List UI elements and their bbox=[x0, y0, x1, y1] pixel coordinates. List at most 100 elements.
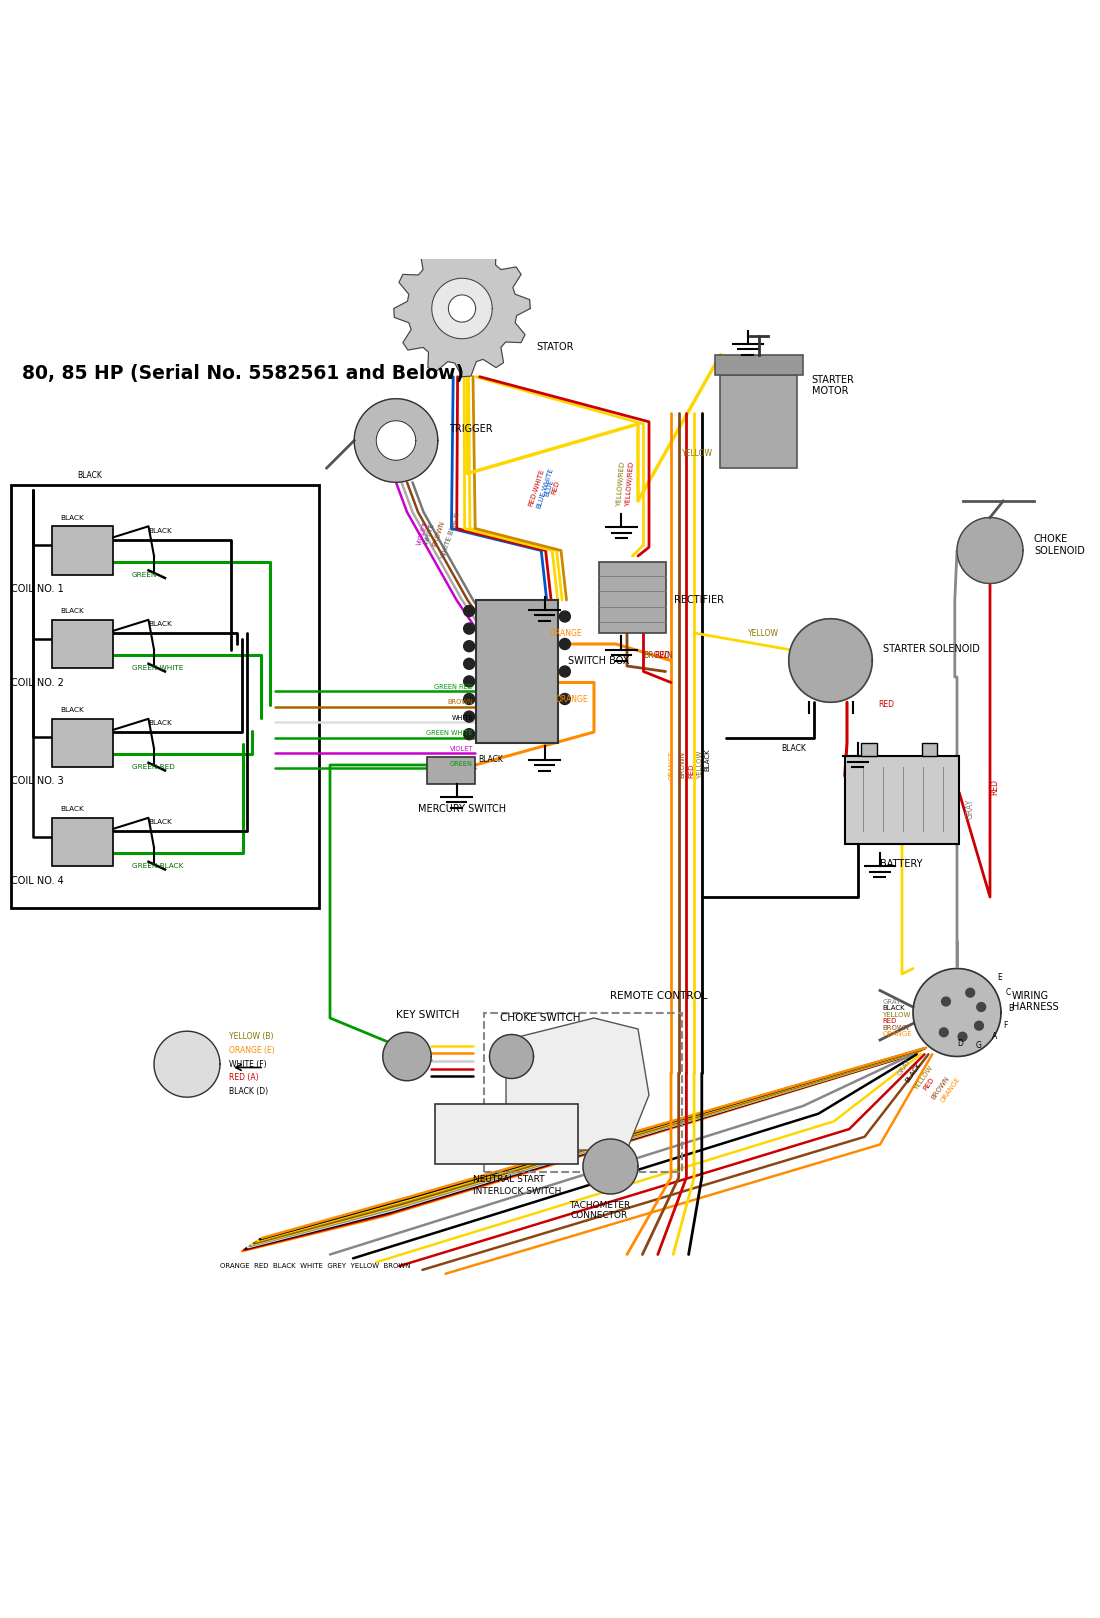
Bar bbox=[427, 757, 475, 783]
Circle shape bbox=[464, 641, 475, 652]
Text: WHITE: WHITE bbox=[424, 523, 437, 545]
Text: WIRING
HARNESS: WIRING HARNESS bbox=[1012, 990, 1058, 1013]
Circle shape bbox=[939, 1027, 948, 1037]
Text: YELLOW/RED: YELLOW/RED bbox=[616, 461, 626, 506]
Text: BLACK: BLACK bbox=[60, 608, 85, 613]
Text: RED: RED bbox=[922, 1076, 935, 1092]
Circle shape bbox=[464, 623, 475, 634]
Text: YELLOW: YELLOW bbox=[697, 751, 703, 780]
Text: BLACK: BLACK bbox=[60, 707, 85, 714]
Text: BLACK: BLACK bbox=[704, 748, 710, 770]
Bar bbox=[52, 620, 113, 668]
Text: GREEN BLACK: GREEN BLACK bbox=[132, 862, 184, 869]
Bar bbox=[11, 484, 319, 908]
Text: ORANGE: ORANGE bbox=[669, 751, 674, 780]
Circle shape bbox=[559, 667, 570, 676]
Circle shape bbox=[975, 1021, 983, 1031]
Text: BLACK: BLACK bbox=[148, 819, 173, 825]
Bar bbox=[922, 743, 937, 756]
Text: STARTER
MOTOR: STARTER MOTOR bbox=[812, 375, 855, 396]
Text: ORANGE: ORANGE bbox=[882, 1032, 912, 1037]
Text: BLACK: BLACK bbox=[781, 744, 806, 752]
Text: BROWN: BROWN bbox=[680, 751, 685, 778]
Text: REMOTE CONTROL: REMOTE CONTROL bbox=[610, 990, 708, 1002]
Polygon shape bbox=[432, 278, 493, 338]
Text: YELLOW (B): YELLOW (B) bbox=[229, 1032, 273, 1042]
Polygon shape bbox=[583, 1139, 638, 1194]
Text: BLACK: BLACK bbox=[882, 1005, 905, 1011]
Text: ORANGE: ORANGE bbox=[550, 628, 583, 637]
Text: CHOKE
SOLENOID: CHOKE SOLENOID bbox=[1034, 534, 1085, 557]
Circle shape bbox=[942, 997, 950, 1006]
Circle shape bbox=[464, 659, 475, 670]
Text: ORANGE (E): ORANGE (E) bbox=[229, 1047, 275, 1055]
Circle shape bbox=[464, 605, 475, 616]
Text: COIL NO. 3: COIL NO. 3 bbox=[11, 777, 64, 786]
Text: GREEN WHITE: GREEN WHITE bbox=[132, 665, 184, 671]
Text: RED: RED bbox=[654, 650, 671, 660]
Bar bbox=[434, 1103, 578, 1165]
Polygon shape bbox=[957, 518, 1023, 584]
Text: BLACK: BLACK bbox=[60, 806, 85, 812]
Bar bbox=[861, 743, 877, 756]
Bar bbox=[52, 526, 113, 574]
Text: RED-WHITE: RED-WHITE bbox=[528, 468, 546, 508]
Text: WHITE BLACK: WHITE BLACK bbox=[440, 513, 461, 560]
Bar bbox=[600, 561, 666, 633]
Text: TRIGGER: TRIGGER bbox=[449, 424, 493, 435]
Text: BLACK: BLACK bbox=[478, 756, 504, 764]
Text: RECTIFIER: RECTIFIER bbox=[674, 595, 724, 605]
Text: D: D bbox=[957, 1039, 962, 1048]
Text: RED (A): RED (A) bbox=[229, 1073, 258, 1082]
Text: RED: RED bbox=[551, 481, 561, 495]
Text: ORANGE: ORANGE bbox=[556, 694, 588, 704]
Text: BROWN: BROWN bbox=[882, 1024, 910, 1031]
Text: RED: RED bbox=[689, 764, 694, 778]
Text: GRAY: GRAY bbox=[896, 1058, 912, 1076]
Text: MERCURY SWITCH: MERCURY SWITCH bbox=[418, 804, 506, 814]
Text: BLACK: BLACK bbox=[148, 621, 173, 628]
Text: RED: RED bbox=[990, 778, 999, 794]
Circle shape bbox=[966, 989, 975, 997]
Text: GREEN RED: GREEN RED bbox=[132, 764, 175, 770]
Text: F: F bbox=[1003, 1021, 1008, 1031]
Bar bbox=[475, 600, 558, 743]
Polygon shape bbox=[490, 1034, 534, 1079]
Text: RED: RED bbox=[882, 1018, 896, 1024]
Text: BLUE-WHITE: BLUE-WHITE bbox=[536, 466, 554, 510]
Text: VIOLET: VIOLET bbox=[450, 746, 473, 751]
Text: RED: RED bbox=[878, 701, 894, 709]
Polygon shape bbox=[506, 1018, 649, 1150]
Text: YELLOW: YELLOW bbox=[682, 450, 713, 458]
Bar bbox=[52, 718, 113, 767]
Circle shape bbox=[559, 694, 570, 704]
Polygon shape bbox=[449, 294, 475, 322]
Circle shape bbox=[464, 710, 475, 722]
Bar bbox=[845, 756, 959, 845]
Circle shape bbox=[977, 1003, 986, 1011]
Text: STATOR: STATOR bbox=[537, 341, 574, 353]
Text: COIL NO. 1: COIL NO. 1 bbox=[11, 584, 64, 594]
Circle shape bbox=[464, 676, 475, 688]
Circle shape bbox=[958, 1032, 967, 1040]
Polygon shape bbox=[789, 618, 872, 702]
Text: WHITE (F): WHITE (F) bbox=[229, 1060, 266, 1069]
Text: GRAY: GRAY bbox=[882, 998, 901, 1005]
Text: 80, 85 HP (Serial No. 5582561 and Below): 80, 85 HP (Serial No. 5582561 and Below) bbox=[22, 364, 464, 383]
Circle shape bbox=[559, 612, 570, 621]
Text: BLACK: BLACK bbox=[60, 515, 85, 521]
Text: GREEN RED: GREEN RED bbox=[434, 684, 473, 689]
Text: BROWN: BROWN bbox=[644, 650, 673, 660]
Circle shape bbox=[464, 728, 475, 739]
Circle shape bbox=[464, 694, 475, 704]
Text: BLACK: BLACK bbox=[904, 1061, 922, 1084]
Text: TACHOMETER
CONNECTOR: TACHOMETER CONNECTOR bbox=[569, 1201, 630, 1220]
Text: YELLOW/RED: YELLOW/RED bbox=[625, 461, 635, 506]
Bar bbox=[715, 354, 803, 374]
Bar bbox=[484, 1013, 682, 1171]
Polygon shape bbox=[354, 398, 438, 482]
Text: E: E bbox=[998, 972, 1002, 982]
Text: A: A bbox=[992, 1032, 998, 1042]
Polygon shape bbox=[383, 1032, 431, 1081]
Text: BLUE: BLUE bbox=[543, 479, 554, 497]
